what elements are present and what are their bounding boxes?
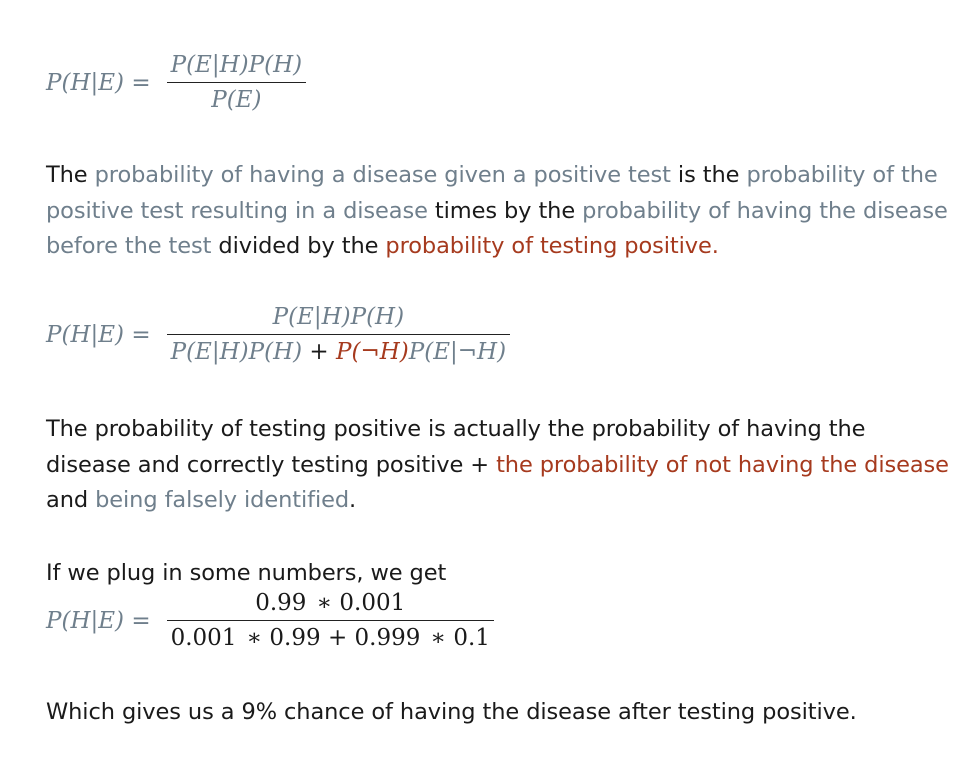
denominator-value-b: 0.99 + 0.999 bbox=[269, 625, 421, 651]
fraction-bar bbox=[166, 334, 511, 335]
highlight-falsely-identified: being falsely identified bbox=[95, 487, 350, 513]
bayes-equation-numeric: P(H|E) = 0.99 ∗ 0.001 0.001 ∗ 0.99 + 0.999… bbox=[46, 590, 494, 651]
numerator-value-a: 0.99 bbox=[255, 590, 307, 616]
equation-fraction: P(E|H)P(H) P(E) bbox=[166, 52, 307, 113]
equation-lhs: P(H|E) = bbox=[46, 607, 151, 634]
fraction-numerator: P(E|H)P(H) bbox=[272, 304, 405, 330]
fraction-numerator: 0.99 ∗ 0.001 bbox=[251, 590, 409, 620]
explanation-paragraph-2: The probability of testing positive is a… bbox=[46, 412, 951, 519]
equation-fraction: P(E|H)P(H) P(E|H)P(H) + P(¬H)P(E|¬H) bbox=[166, 304, 511, 365]
fraction-numerator: P(E|H)P(H) bbox=[170, 52, 303, 78]
conclusion-paragraph: Which gives us a 9% chance of having the… bbox=[46, 699, 857, 725]
equation-lhs: P(H|E) = bbox=[46, 321, 151, 348]
text-segment: times by the bbox=[427, 197, 583, 224]
text-segment: divided by the bbox=[211, 233, 386, 259]
multiply-operator: ∗ bbox=[246, 625, 263, 651]
text-segment: The probability of testing positive is a… bbox=[46, 416, 866, 478]
equation-fraction: 0.99 ∗ 0.001 0.001 ∗ 0.99 + 0.999 ∗ 0.1 bbox=[166, 590, 494, 651]
fraction-denominator: 0.001 ∗ 0.99 + 0.999 ∗ 0.1 bbox=[167, 621, 494, 651]
numbers-intro: If we plug in some numbers, we get bbox=[46, 560, 447, 586]
fraction-bar bbox=[166, 620, 494, 621]
plus-operator: + bbox=[302, 339, 337, 365]
denominator-term-not-h: P(¬H) bbox=[336, 339, 409, 365]
highlight-prior: probability of having the disease before… bbox=[46, 197, 948, 260]
fraction-bar bbox=[166, 82, 307, 83]
highlight-evidence: probability of testing positive. bbox=[385, 233, 719, 259]
highlight-not-having-disease: the probability of not having the diseas… bbox=[496, 451, 949, 478]
text-segment: is the bbox=[670, 162, 747, 188]
highlight-likelihood: probability of the positive test resulti… bbox=[46, 162, 938, 224]
equation-lhs: P(H|E) = bbox=[46, 69, 151, 96]
explanation-paragraph-1: The probability of having a disease give… bbox=[46, 158, 951, 265]
denominator-term-false-positive: P(E|¬H) bbox=[408, 339, 507, 365]
fraction-denominator: P(E|H)P(H) + P(¬H)P(E|¬H) bbox=[167, 335, 510, 365]
highlight-posterior: probability of having a disease given a … bbox=[94, 162, 671, 188]
denominator-value-a: 0.001 bbox=[170, 625, 237, 651]
text-segment: . bbox=[349, 487, 357, 513]
bayes-equation-basic: P(H|E) = P(E|H)P(H) P(E) bbox=[46, 52, 307, 113]
numerator-value-b: 0.001 bbox=[339, 590, 406, 616]
denominator-value-c: 0.1 bbox=[453, 625, 490, 651]
text-segment: The bbox=[46, 162, 95, 188]
multiply-operator: ∗ bbox=[430, 625, 447, 651]
multiply-operator: ∗ bbox=[316, 590, 333, 616]
text-segment: and bbox=[46, 487, 96, 513]
denominator-term-true-positive: P(E|H)P(H) bbox=[170, 339, 303, 365]
bayes-equation-expanded: P(H|E) = P(E|H)P(H) P(E|H)P(H) + P(¬H)P(… bbox=[46, 304, 511, 365]
fraction-denominator: P(E) bbox=[211, 87, 262, 113]
